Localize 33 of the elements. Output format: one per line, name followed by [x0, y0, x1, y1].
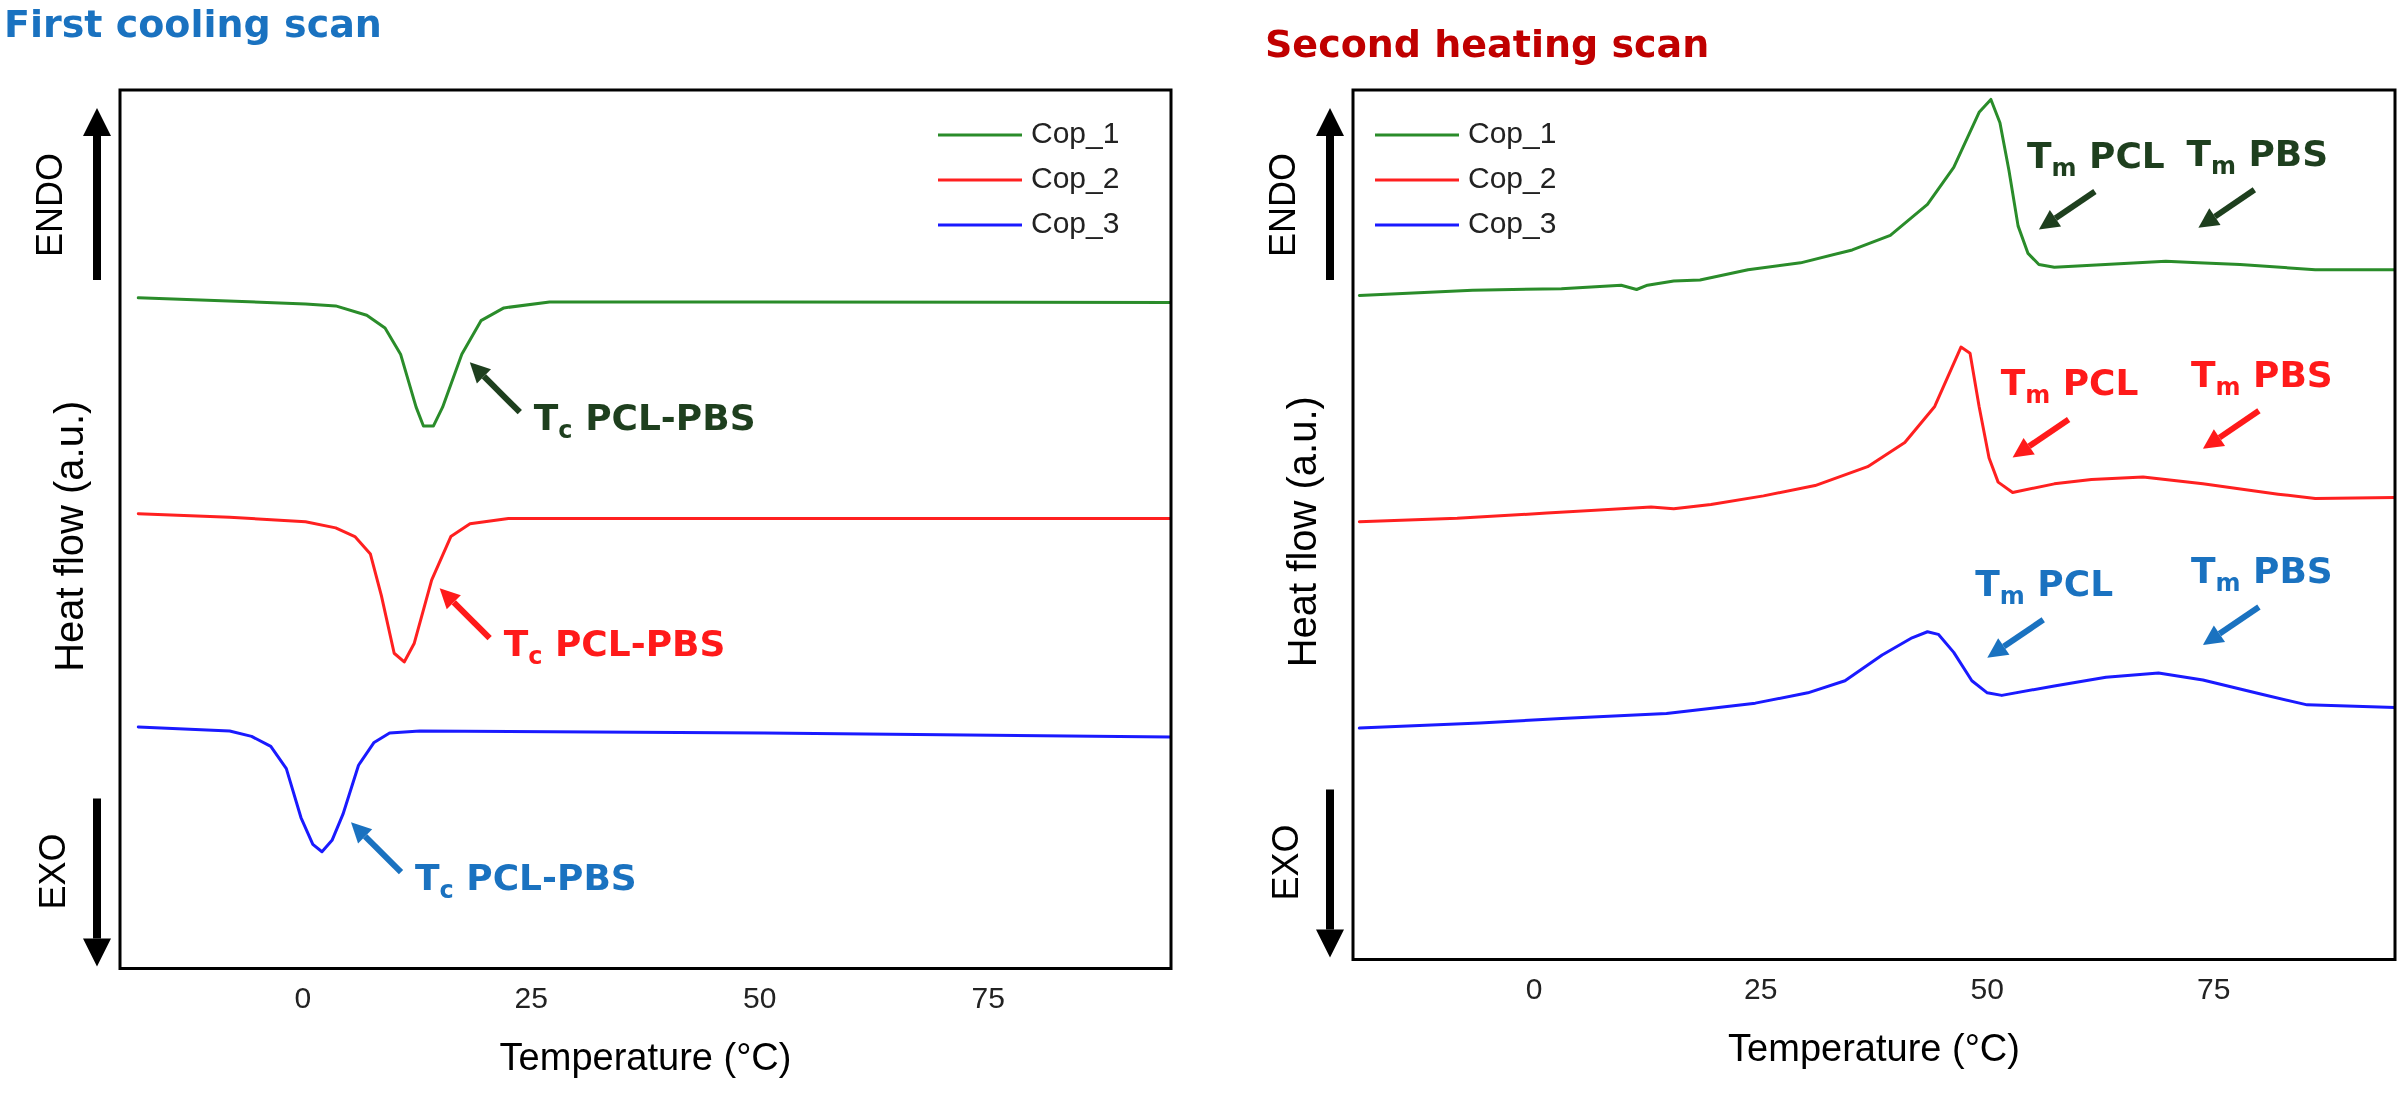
annotation: T$_{m}$ PBS	[2190, 353, 2333, 401]
x-tick-label: 50	[743, 980, 777, 1014]
x-tick-label: 0	[1525, 971, 1543, 1005]
annotation: T$_{c}$ PCL-PBS	[533, 396, 756, 444]
legend-label: Cop_1	[1031, 116, 1120, 150]
text: ENDO	[1261, 152, 1303, 258]
y-axis-title: Heat flow (a.u.)	[1280, 396, 1325, 668]
annotation: T$_{c}$ PCL-PBS	[503, 622, 726, 670]
legend-label: Cop_3	[1031, 206, 1120, 240]
annotation: T$_{m}$ PBS	[2186, 132, 2329, 180]
chart-title: Second heating scan	[1265, 22, 1710, 66]
annotation: T$_{m}$ PBS	[2190, 549, 2333, 597]
x-tick-label: 75	[971, 980, 1005, 1014]
x-tick-label: 25	[1744, 971, 1778, 1005]
y-axis-title: Heat flow (a.u.)	[47, 400, 92, 672]
annotation: T$_{c}$ PCL-PBS	[414, 856, 637, 904]
x-tick-label: 50	[1970, 971, 2004, 1005]
x-axis-title: Temperature (°C)	[1728, 1026, 2020, 1069]
annotation: T$_{m}$ PCL	[2000, 361, 2139, 409]
annotation: T$_{m}$ PCL	[2026, 134, 2165, 182]
x-axis-title: Temperature (°C)	[499, 1035, 792, 1078]
legend-label: Cop_2	[1031, 161, 1120, 195]
x-tick-label: 25	[514, 980, 548, 1014]
legend-label: Cop_1	[1468, 116, 1557, 150]
text: EXO	[31, 833, 73, 910]
chart-title: First cooling scan	[4, 2, 382, 46]
x-tick-label: 75	[2197, 971, 2231, 1005]
legend-label: Cop_3	[1468, 206, 1557, 240]
annotation: T$_{m}$ PCL	[1975, 562, 2114, 610]
text: EXO	[1264, 824, 1306, 901]
x-tick-label: 0	[294, 980, 312, 1014]
text: ENDO	[28, 152, 70, 258]
legend-label: Cop_2	[1468, 161, 1557, 195]
